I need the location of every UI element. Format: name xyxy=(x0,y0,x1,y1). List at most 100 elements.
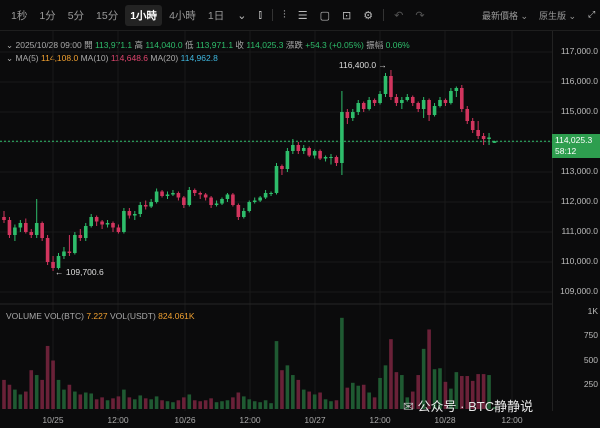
volume-bar xyxy=(111,398,115,409)
chevron-down-icon[interactable]: ⌄ xyxy=(237,9,247,22)
candle-body xyxy=(187,190,192,205)
volume-bar xyxy=(361,384,366,409)
collapse-icon[interactable]: ⌄ xyxy=(6,40,14,50)
date-tick: 12:00 xyxy=(501,415,523,425)
volume-bar xyxy=(345,387,350,409)
watermark: ✉ 公众号 · BTC静静说 xyxy=(403,396,533,415)
candle-body xyxy=(67,251,72,253)
volume-bar xyxy=(329,401,333,409)
timeframe-5m[interactable]: 5分 xyxy=(67,9,85,22)
volume-bar xyxy=(176,400,181,409)
volume-bar xyxy=(427,329,431,409)
candle-body xyxy=(143,205,148,207)
candle-body xyxy=(476,130,480,136)
candle-body xyxy=(274,166,279,193)
undo-icon[interactable]: ↶ xyxy=(394,9,404,22)
volume-tick: 1K xyxy=(587,306,598,316)
volume-bar xyxy=(116,396,121,409)
volume-bar xyxy=(280,370,284,409)
open-value: 113,971.1 xyxy=(94,40,133,50)
vol-usdt-label: VOL(USDT) xyxy=(109,311,156,321)
volume-bar xyxy=(372,397,377,409)
volume-bar xyxy=(438,368,442,409)
price-axis[interactable]: 117,000.0 116,000.0 115,000.0 113,000.0 112,… xyxy=(552,31,600,411)
candle-body xyxy=(291,145,295,151)
vol-usdt-value: 824.061K xyxy=(158,311,195,321)
candle-body xyxy=(383,76,388,94)
redo-icon[interactable]: ↷ xyxy=(415,9,425,22)
timeframe-15m[interactable]: 15分 xyxy=(96,9,119,22)
chart-style-label: 原生版 xyxy=(539,11,567,21)
volume-bar xyxy=(252,401,257,409)
volume-bar xyxy=(285,365,290,409)
candle-body xyxy=(203,194,208,198)
fullscreen-icon[interactable]: ⤢ xyxy=(588,9,596,19)
volume-bar xyxy=(2,379,6,409)
candle-body xyxy=(361,103,366,109)
volume-bar xyxy=(307,391,311,409)
volume-tick: 500 xyxy=(583,354,598,365)
volume-bar xyxy=(274,341,279,409)
volume-bar xyxy=(258,402,262,409)
amplitude-label: 振幅 xyxy=(366,40,384,50)
volume-bar xyxy=(383,365,388,409)
watermark-text: 公众号 · BTC静静说 xyxy=(417,399,534,414)
candle-body xyxy=(231,194,235,205)
candle-body xyxy=(460,88,464,109)
volume-bar xyxy=(89,393,93,409)
volume-label: VOLUME xyxy=(6,311,42,321)
collapse-icon[interactable]: ⌄ xyxy=(6,53,14,63)
candle-body xyxy=(443,100,448,103)
list-icon[interactable]: ☰ xyxy=(297,9,308,22)
volume-bar xyxy=(122,389,126,409)
drawing-icon[interactable]: ▢ xyxy=(319,9,331,22)
timeframe-1s[interactable]: 1秒 xyxy=(11,9,28,22)
template-icon[interactable]: ⊡ xyxy=(342,9,352,22)
candle-body xyxy=(40,223,44,238)
volume-bar xyxy=(301,389,306,409)
candle-body xyxy=(13,227,17,235)
gear-icon[interactable]: ⚙ xyxy=(363,9,374,22)
candlestick-chart[interactable]: 116,400.0 → ← 109,700.6 xyxy=(0,31,552,411)
volume-bar xyxy=(138,395,143,409)
chart-style-select[interactable]: 原生版 ⌄ xyxy=(539,11,577,21)
volume-bar xyxy=(492,407,497,409)
volume-bar xyxy=(449,388,453,409)
candle-body xyxy=(492,141,497,143)
candle-body xyxy=(100,221,104,225)
ma20-label: MA(20) xyxy=(150,53,179,63)
volume-bar xyxy=(291,375,295,409)
volume-bar xyxy=(182,397,186,409)
volume-bar xyxy=(127,397,132,409)
divider xyxy=(383,9,385,21)
timeframe-1m[interactable]: 1分 xyxy=(39,9,56,22)
price-tick: 110,000.0 xyxy=(560,256,598,266)
volume-bar xyxy=(378,377,382,409)
candle-body xyxy=(351,112,355,118)
candle-body xyxy=(312,151,317,156)
candle-countdown: 58:12 xyxy=(555,146,577,156)
timeframe-4h[interactable]: 4小時 xyxy=(169,9,196,22)
candle-body xyxy=(2,217,6,220)
candle-body xyxy=(247,202,252,211)
candle-body xyxy=(487,137,491,139)
candle-body xyxy=(209,197,213,205)
low-value: 113,971.1 xyxy=(195,40,234,50)
volume-bar xyxy=(405,397,410,409)
volume-bar xyxy=(100,397,104,409)
candle-body xyxy=(236,205,241,217)
candle-type-icon[interactable]: ⫾ xyxy=(258,8,262,21)
candle-body xyxy=(400,100,404,103)
candle-body xyxy=(182,197,186,205)
timeframe-1h[interactable]: 1小時 xyxy=(125,4,163,26)
volume-tick: 250 xyxy=(583,378,598,389)
indicators-icon[interactable]: ⫶ xyxy=(283,8,286,21)
candle-body xyxy=(345,112,350,118)
volume-bar xyxy=(242,396,246,409)
high-label: 高 xyxy=(134,40,144,50)
price-type-select[interactable]: 最新價格 ⌄ xyxy=(482,11,529,21)
volume-bar xyxy=(83,392,88,409)
candle-body xyxy=(7,220,12,235)
volume-bar xyxy=(394,372,399,409)
timeframe-1d[interactable]: 1日 xyxy=(207,9,225,22)
